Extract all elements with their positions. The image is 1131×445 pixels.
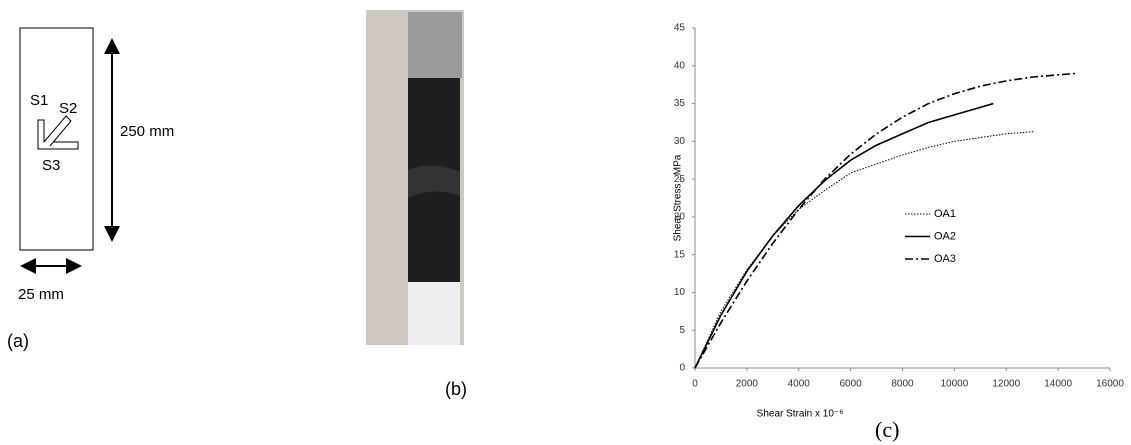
x-tick-label: 0 (692, 379, 698, 390)
series-line (694, 72, 1077, 369)
width-label: 25 mm (18, 286, 64, 303)
panel-label: (b) (445, 379, 467, 399)
failure-zone (408, 165, 460, 198)
chart: Shear Stress , MPa Shear Strain x 10⁻⁶ (… (673, 23, 1125, 442)
gauge-label: S2 (59, 100, 77, 117)
x-tick-label: 16000 (1096, 379, 1124, 390)
panel-label: (a) (7, 331, 29, 351)
legend-label: OA3 (934, 253, 956, 265)
x-tick-label: 10000 (940, 379, 968, 390)
x-tick-label: 2000 (736, 379, 759, 390)
grip-tab (408, 12, 462, 78)
x-tick-label: 14000 (1044, 379, 1072, 390)
y-tick-label: 45 (674, 23, 686, 34)
y-tick-label: 30 (674, 136, 686, 147)
legend-label: OA2 (934, 230, 956, 242)
y-tick-label: 40 (674, 60, 686, 71)
series-line (694, 102, 994, 369)
y-tick-label: 5 (679, 325, 685, 336)
specimen-outline (19, 27, 94, 251)
x-tick-label: 8000 (891, 379, 914, 390)
specimen-diagram: S1 S2 S3 250 mm 25 mm (a) (7, 27, 174, 351)
specimen-photo: (b) (366, 10, 467, 399)
y-tick-label: 10 (674, 287, 686, 298)
series-line (694, 131, 1035, 369)
gauge-label: S3 (42, 157, 60, 174)
gauge-rosette (43, 115, 72, 147)
y-tick-label: 35 (674, 98, 686, 109)
x-tick-label: 6000 (840, 379, 863, 390)
length-label: 250 mm (120, 123, 174, 140)
gauge-rosette (37, 119, 79, 150)
x-tick-label: 12000 (992, 379, 1020, 390)
y-tick-label: 15 (674, 249, 686, 260)
grip-tab (408, 282, 460, 345)
y-axis-title: Shear Stress , MPa (673, 154, 684, 241)
y-tick-label: 25 (674, 174, 686, 185)
y-tick-label: 0 (679, 363, 685, 374)
y-tick-label: 20 (674, 212, 686, 223)
x-axis-title: Shear Strain x 10⁻⁶ (757, 409, 844, 420)
gauge-label: S1 (30, 92, 48, 109)
legend-label: OA1 (934, 208, 956, 220)
x-tick-label: 4000 (788, 379, 811, 390)
panel-label: (c) (875, 417, 899, 442)
